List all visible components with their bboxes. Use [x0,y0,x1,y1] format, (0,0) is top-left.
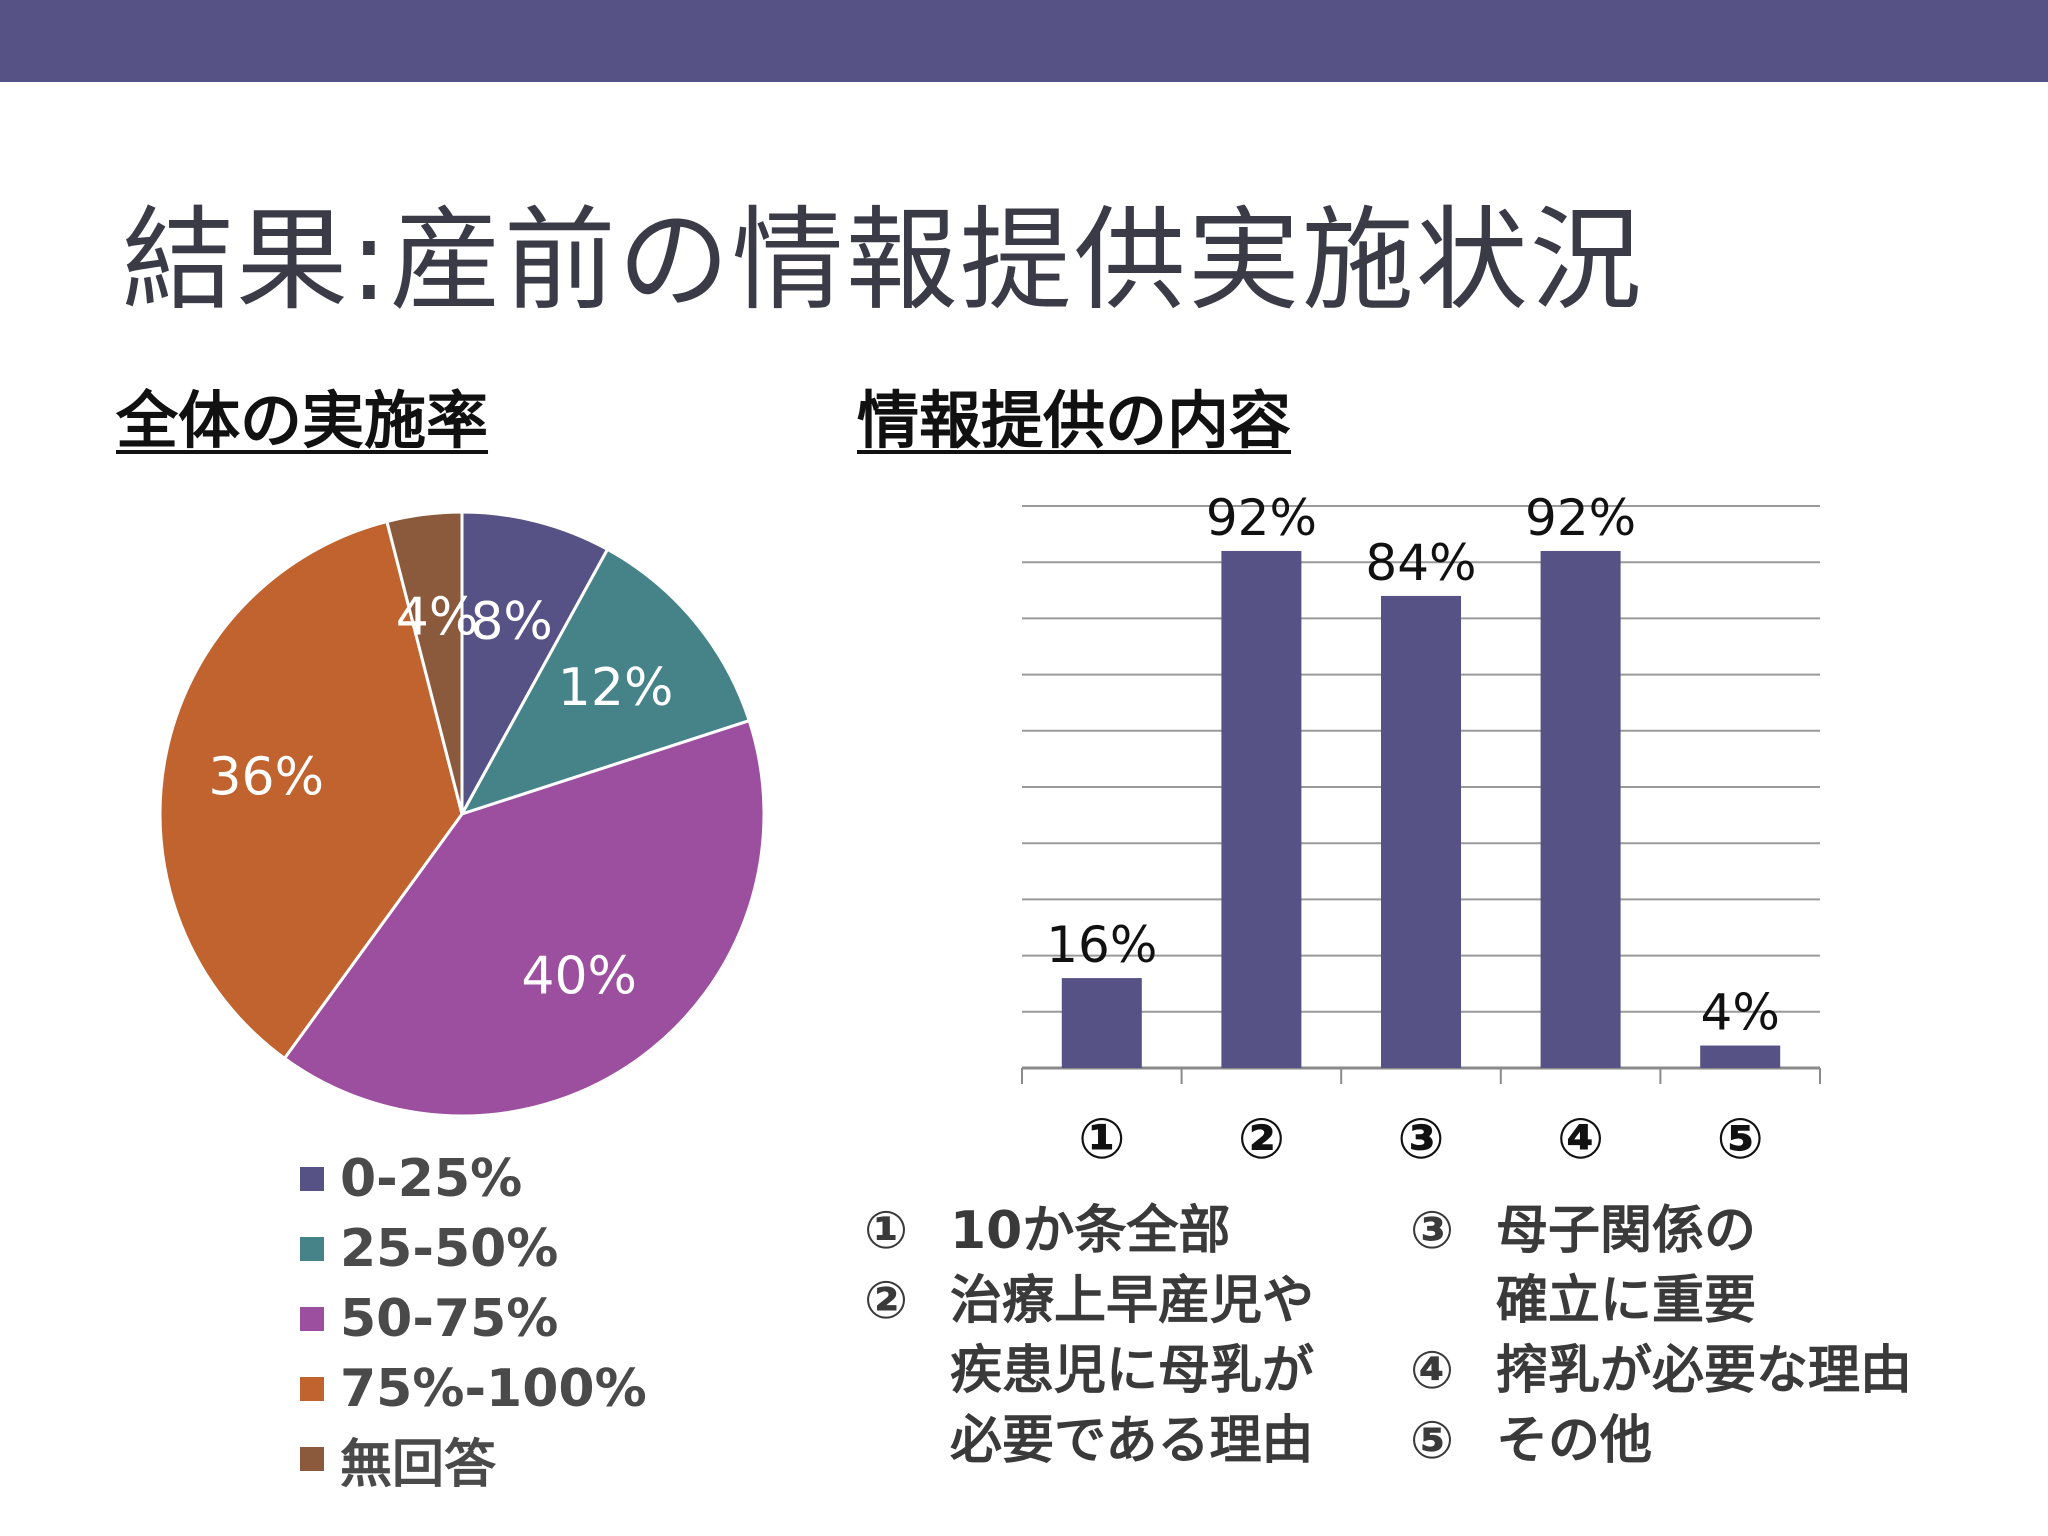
legend-label: 75%-100% [340,1359,647,1419]
header-bar [0,0,2048,82]
legend-label: 無回答 [340,1434,497,1495]
legend-swatch [300,1307,324,1331]
bar-1 [1221,550,1302,1068]
note-number: ① [864,1201,909,1261]
bar-2 [1381,595,1461,1068]
note-item: ⑤ その他 [1410,1406,1912,1476]
legend-swatch [300,1377,324,1401]
slide-title: 結果:産前の情報提供実施状況 [122,196,1644,326]
bar-data-label-4: 4% [1701,984,1780,1042]
pie-slice-4 [385,510,464,815]
pie-data-label-3: 36% [208,748,324,808]
legend-swatch [300,1447,324,1471]
bar-3 [1540,550,1621,1068]
pie-data-label-1: 12% [558,658,674,718]
note-text: 搾乳が必要な理由 [1496,1341,1913,1401]
legend-swatch [300,1167,324,1191]
bar-4 [1700,1045,1781,1068]
note-text: 母子関係の 確立に重要 [1496,1201,1757,1331]
note-number: ④ [1410,1341,1455,1401]
notes-right: ③ 母子関係の 確立に重要 ④ 搾乳が必要な理由 ⑤ その他 [1410,1196,1912,1476]
bar-heading: 情報提供の内容 [857,384,1292,457]
legend-item: 25-50% [300,1214,647,1284]
note-number: ③ [1410,1201,1455,1261]
legend-label: 0-25% [340,1149,523,1209]
pie-slice-0 [460,510,610,815]
pie-slice-1 [458,547,752,817]
pie-data-label-2: 40% [521,946,637,1006]
bar-data-label-3: 92% [1525,489,1636,547]
bar-data-label-0: 16% [1046,916,1157,974]
note-text: 治療上早産児や 疾患児に母乳が 必要である理由 [950,1271,1315,1471]
x-tick-label-3: ④ [1557,1107,1604,1172]
note-item: ② 治療上早産児や 疾患児に母乳が 必要である理由 [864,1266,1314,1476]
legend-item: 50-75% [300,1284,647,1354]
legend-item: 75%-100% [300,1354,647,1424]
note-text: その他 [1496,1411,1653,1471]
legend-label: 50-75% [340,1289,559,1349]
pie-data-label-4: 4% [396,587,479,647]
bar-data-label-2: 84% [1365,534,1476,592]
pie-heading: 全体の実施率 [116,384,489,457]
note-item: ③ 母子関係の 確立に重要 [1410,1196,1912,1336]
legend-item: 無回答 [300,1424,647,1495]
bar-data-label-1: 92% [1206,489,1317,547]
x-tick-label-0: ① [1078,1107,1125,1172]
legend-item: 0-25% [300,1144,647,1214]
pie-slice-3 [158,519,464,1061]
x-tick-label-1: ② [1238,1107,1285,1172]
pie-legend: 0-25% 25-50% 50-75% 75%-100% 無回答 [300,1144,647,1495]
note-number: ⑤ [1410,1411,1455,1471]
x-tick-label-2: ③ [1397,1107,1444,1172]
note-text: 10か条全部 [950,1201,1231,1261]
notes-left: ① 10か条全部 ② 治療上早産児や 疾患児に母乳が 必要である理由 [864,1196,1314,1476]
legend-label: 25-50% [340,1219,559,1279]
pie-data-label-0: 8% [470,592,553,652]
legend-swatch [300,1237,324,1261]
note-item: ④ 搾乳が必要な理由 [1410,1336,1912,1406]
bar-0 [1061,978,1142,1068]
note-item: ① 10か条全部 [864,1196,1314,1266]
x-tick-label-4: ⑤ [1716,1107,1763,1172]
note-number: ② [864,1271,909,1331]
pie-slice-2 [282,718,766,1118]
